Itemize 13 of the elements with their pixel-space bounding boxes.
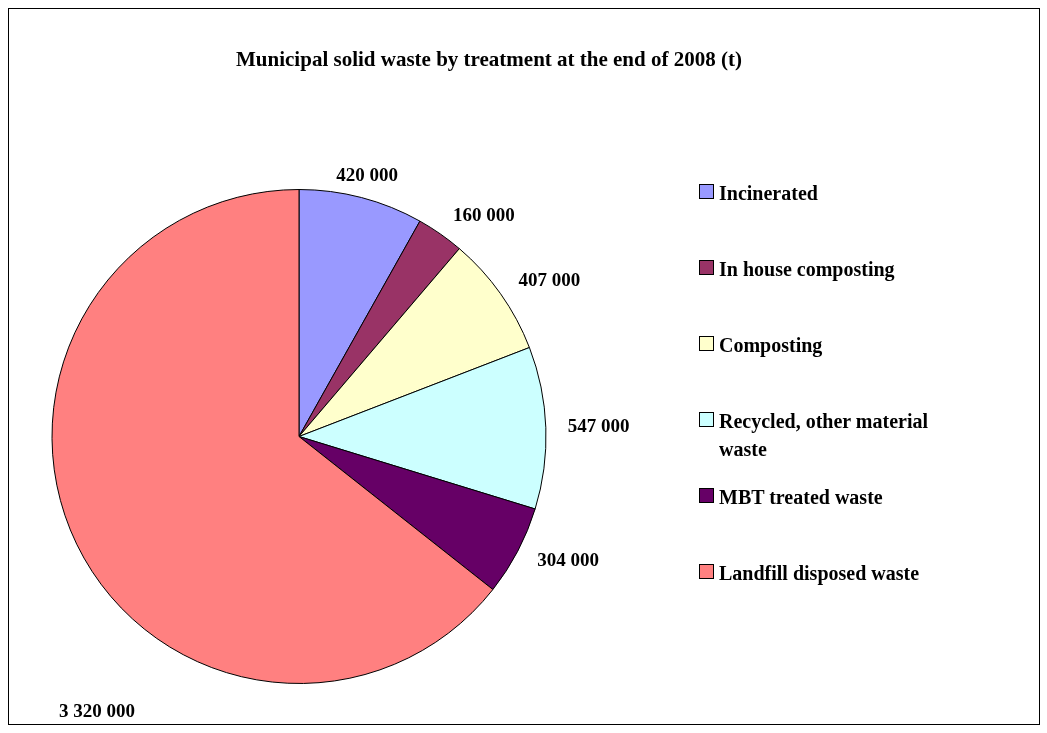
data-label: 160 000 xyxy=(452,203,515,225)
data-label: 3 320 000 xyxy=(59,699,135,721)
legend-label: Landfill disposed waste xyxy=(719,561,921,587)
data-label: 420 000 xyxy=(336,164,398,186)
data-label: 304 000 xyxy=(537,549,599,571)
data-label: 407 000 xyxy=(518,268,581,290)
legend-label: Composting xyxy=(719,333,824,359)
data-label: 547 000 xyxy=(567,414,630,436)
legend-label: Incinerated xyxy=(719,181,819,206)
legend-label: In house composting xyxy=(719,257,896,283)
legend-label: Recycled, other material waste xyxy=(719,409,929,462)
chart-title: Municipal solid waste by treatment at the end of 2008 (t) xyxy=(235,47,743,72)
legend-label: MBT treated waste xyxy=(719,485,884,510)
